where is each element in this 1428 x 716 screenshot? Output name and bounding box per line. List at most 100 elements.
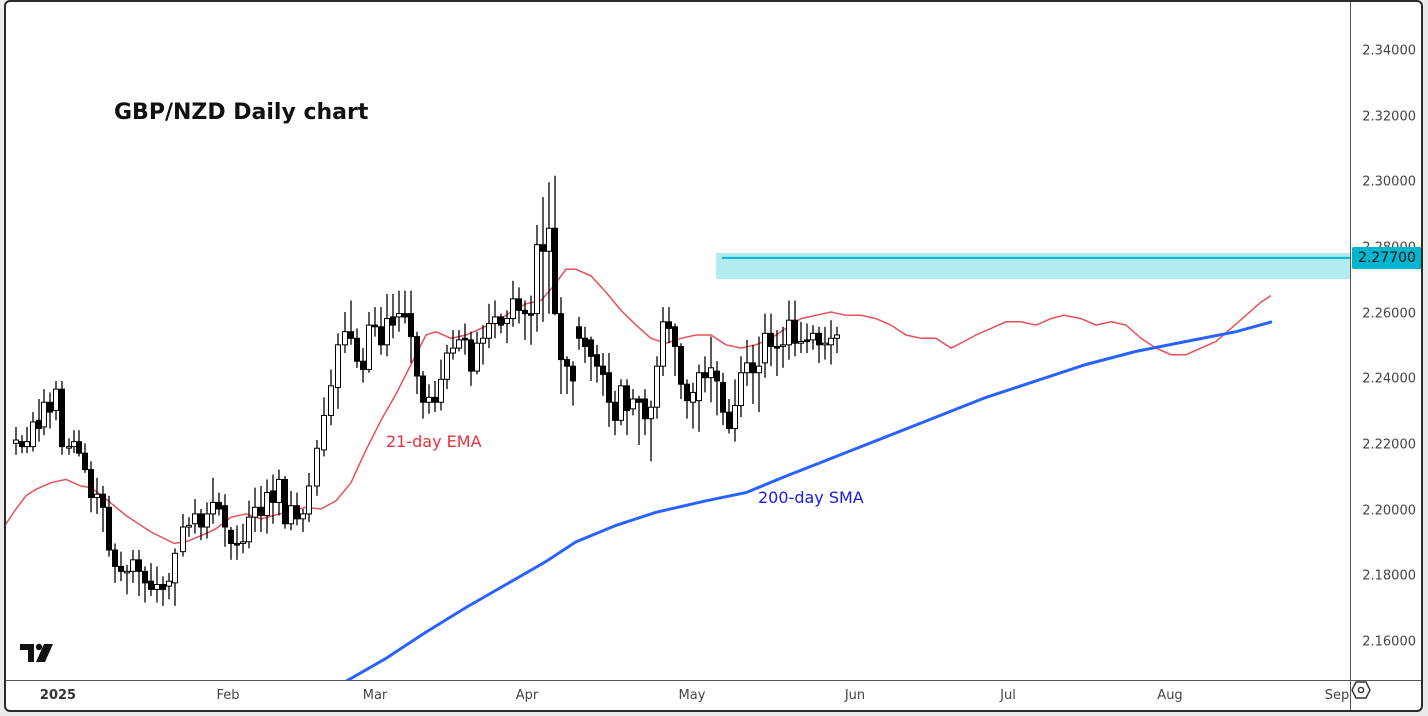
candle-body [258, 506, 264, 517]
candle-body [468, 339, 474, 372]
candle-body [666, 321, 672, 329]
candle-body [558, 313, 564, 361]
candle-body [582, 337, 588, 347]
time-axis[interactable]: 2025 Feb Mar Apr May Jun Jul Aug Sep [6, 680, 1350, 710]
candle-body [198, 513, 204, 528]
candle-body [528, 313, 534, 316]
candle-body [166, 580, 172, 587]
candle-body [408, 313, 414, 338]
candle-body [240, 541, 246, 544]
ema-21-line [6, 268, 1272, 545]
candle-body [112, 549, 118, 567]
candle-body [106, 506, 112, 551]
candle-body [822, 342, 828, 346]
candle-body [130, 559, 136, 572]
candle-body [222, 505, 228, 528]
candle-body [702, 372, 708, 379]
candle-body [486, 322, 492, 339]
price-tick-label: 2.20000 [1362, 503, 1416, 519]
price-tick-label: 2.30000 [1362, 174, 1416, 190]
candle-body [756, 365, 762, 374]
candle-body [534, 244, 540, 315]
candle-body [828, 337, 834, 346]
current-price-tag: 2.27700 [1352, 246, 1421, 269]
candle-body [726, 411, 732, 430]
candle-body [510, 298, 516, 320]
candle-body [462, 337, 468, 341]
candle-body [294, 505, 300, 520]
candle-body [792, 319, 798, 344]
price-tick-label: 2.26000 [1362, 306, 1416, 322]
candle-body [774, 345, 780, 349]
candle-body [216, 501, 222, 510]
candle-body [684, 383, 690, 402]
candle-body [390, 316, 396, 326]
candle-body [321, 414, 327, 451]
candle-body [804, 339, 810, 343]
candle-body [264, 492, 270, 517]
candle-body [270, 490, 276, 503]
candle-body [396, 313, 402, 318]
candle-body [750, 362, 756, 374]
candle-body [372, 324, 378, 328]
candle-body [516, 298, 522, 311]
candle-body [570, 365, 576, 382]
candle-body [600, 365, 606, 375]
candle-body [124, 570, 130, 574]
settings-gear-icon [1351, 681, 1371, 699]
candle-body [252, 506, 258, 518]
candle-body [786, 319, 792, 346]
candle-body [148, 580, 154, 590]
plot-area[interactable]: GBP/NZD Daily chart 21-day EMA 200-day S… [6, 2, 1350, 680]
candle-body [636, 398, 642, 403]
candlestick-plot [6, 175, 1350, 680]
candle-body [648, 406, 654, 420]
candle-body [780, 344, 786, 347]
price-tick-label: 2.22000 [1362, 437, 1416, 453]
candle-body [41, 401, 47, 428]
candle-body [384, 318, 390, 346]
candle-body [522, 309, 528, 315]
candle-body [456, 339, 462, 349]
candle-body [36, 419, 42, 430]
candle-body [474, 342, 480, 372]
candle-body [100, 493, 106, 508]
candle-body [816, 332, 822, 346]
candle-body [136, 559, 142, 572]
candle-body [714, 370, 720, 382]
candle-body [186, 524, 192, 528]
price-tick-label: 2.24000 [1362, 371, 1416, 387]
time-tick-label: Sep [1324, 688, 1350, 703]
candle-body [732, 405, 738, 430]
price-axis[interactable]: 2.340002.320002.300002.280002.260002.240… [1350, 2, 1421, 680]
price-tick-label: 2.18000 [1362, 568, 1416, 584]
time-tick-label: Mar [362, 688, 388, 703]
candle-body [328, 385, 334, 416]
time-tick-label: Jul [1000, 688, 1016, 703]
candle-body [612, 401, 618, 421]
candle-body [834, 334, 840, 339]
candle-body [744, 362, 750, 374]
candle-body [288, 505, 294, 525]
candle-body [210, 501, 216, 515]
candle-body [678, 345, 684, 385]
candle-body [420, 375, 426, 403]
candle-body [450, 347, 456, 354]
candle-body [546, 227, 552, 252]
candle-body [630, 398, 636, 410]
candle-body [66, 446, 72, 449]
candle-body [47, 401, 53, 413]
candle-body [300, 513, 306, 520]
candle-body [314, 447, 320, 487]
settings-button[interactable] [1350, 680, 1421, 710]
candle-body [180, 526, 186, 553]
candle-body [204, 513, 210, 528]
candle-body [618, 385, 624, 421]
candle-body [13, 439, 19, 444]
candle-body [660, 321, 666, 367]
time-tick-label: Aug [1157, 688, 1183, 703]
candle-body [94, 493, 100, 498]
candle-body [276, 478, 282, 503]
sma-200-label: 200-day SMA [758, 488, 864, 507]
candle-body [672, 326, 678, 347]
